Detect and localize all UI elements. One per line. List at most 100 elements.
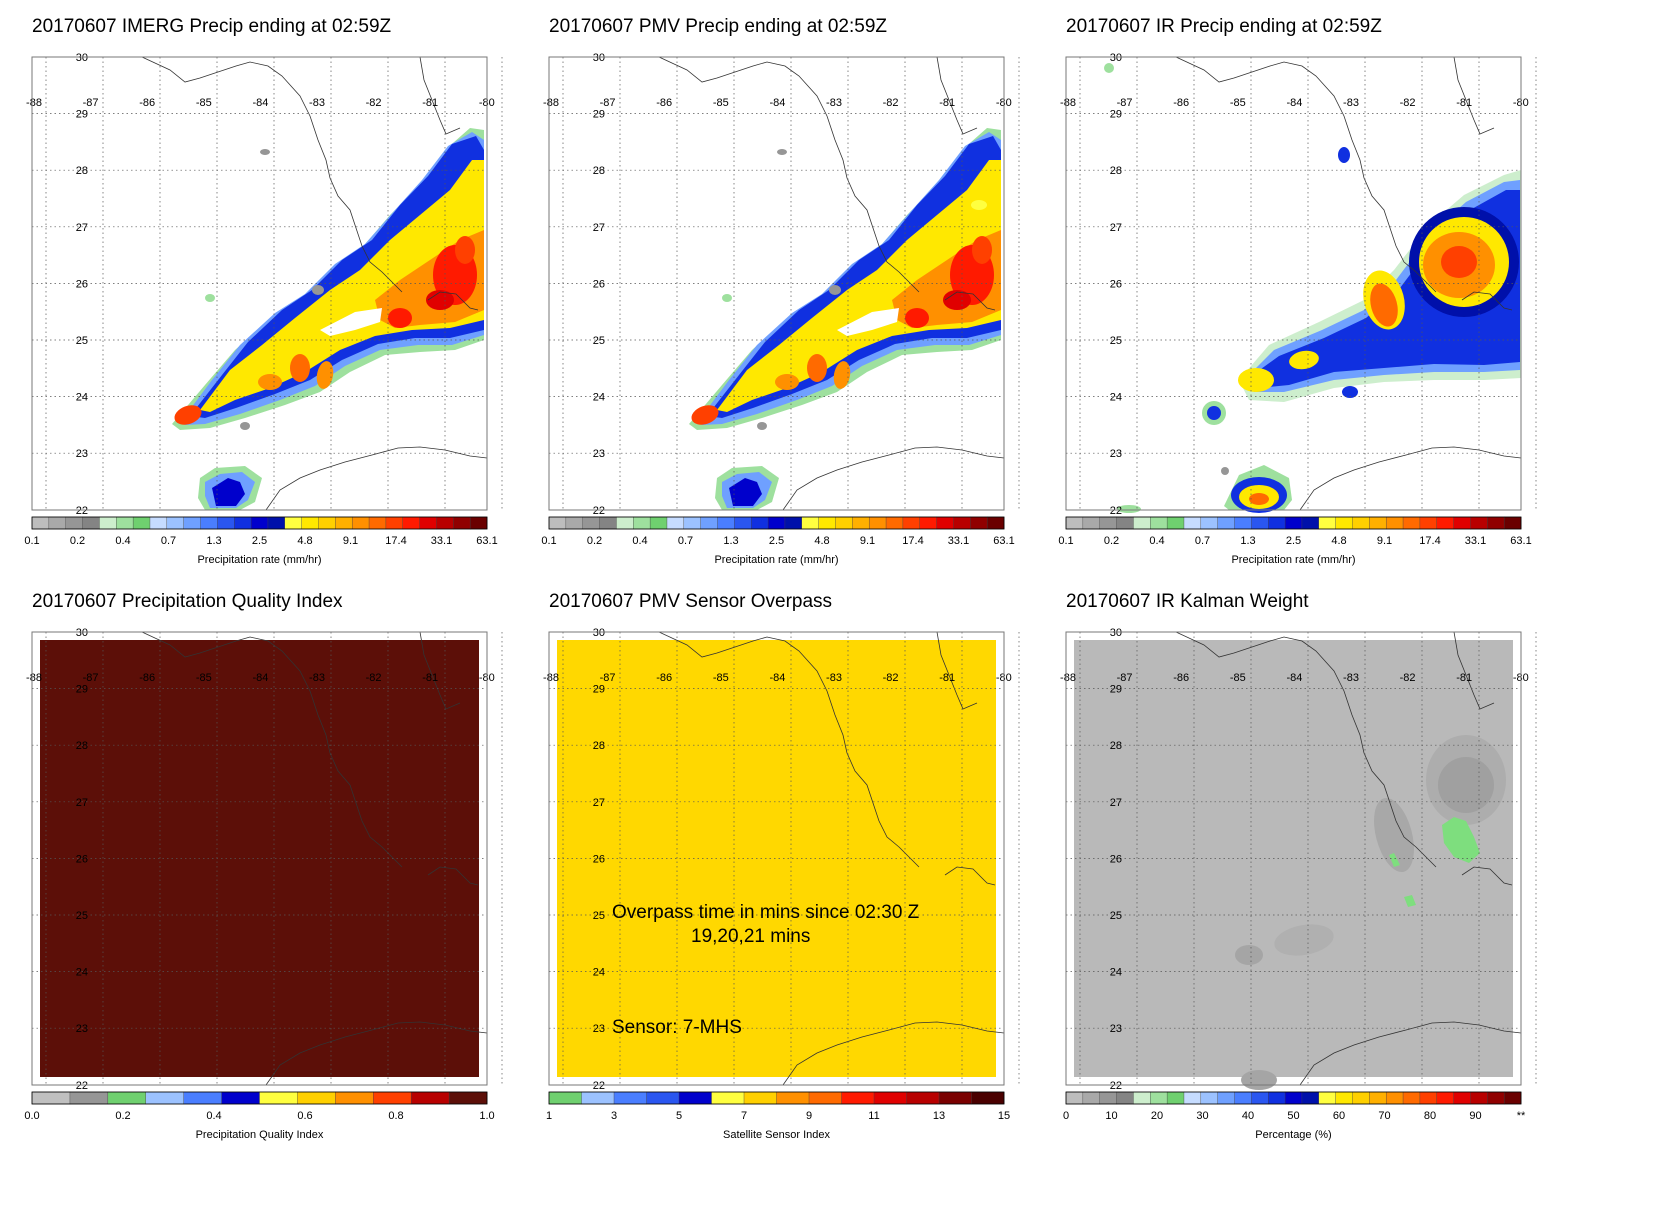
colorbar-frame <box>31 1091 488 1105</box>
lon-label: -83 <box>309 97 325 109</box>
precip-cell-red <box>388 308 412 328</box>
colorbar-cell <box>368 516 387 530</box>
map-imerg: 30 29 28 27 26 25 24 23 22 -88 -87 -86 -85 -84 -83 -82 -… <box>24 52 503 566</box>
colorbar-tick-label: 9.1 <box>343 535 358 547</box>
colorbar-cell <box>1453 516 1471 530</box>
coastline-cuba <box>265 446 488 511</box>
colorbar-cell <box>841 1091 875 1105</box>
lat-label: 28 <box>1110 165 1122 177</box>
colorbar-tick-label: 0.1 <box>541 535 556 547</box>
panel-title: 20170607 IMERG Precip ending at 02:59Z <box>32 16 392 37</box>
colorbar-tick-label: 0.2 <box>587 535 602 547</box>
colorbar-tick-label: 50 <box>1287 1110 1299 1122</box>
colorbar-tick-label: 4.8 <box>814 535 829 547</box>
colorbar-cell <box>1268 516 1286 530</box>
lat-label: 28 <box>76 165 88 177</box>
colorbar-cell <box>1251 1091 1269 1105</box>
colorbar-tick-label: 17.4 <box>385 535 406 547</box>
ir-speck <box>1221 467 1229 475</box>
coastline-florida <box>658 631 996 886</box>
lat-label: 30 <box>593 627 605 639</box>
lon-label: -87 <box>1117 97 1133 109</box>
lat-label: 25 <box>1110 335 1122 347</box>
colorbar-cell <box>335 1091 374 1105</box>
colorbar-cell <box>734 516 752 530</box>
colorbar-cell <box>885 516 904 530</box>
colorbar-cell <box>1183 1091 1202 1105</box>
ir-cell-yellow <box>1289 350 1319 370</box>
precip-field <box>172 128 484 510</box>
colorbar-cell <box>683 516 702 530</box>
lat-label: 22 <box>593 1080 605 1092</box>
colorbar-cell <box>784 516 803 530</box>
colorbar-cell <box>1234 1091 1252 1105</box>
colorbar-tick-label: 0.7 <box>161 535 176 547</box>
lat-label: 25 <box>593 335 605 347</box>
lon-label: -82 <box>366 97 382 109</box>
colorbar-title: Satellite Sensor Index <box>723 1129 831 1141</box>
colorbar-tick-label: 63.1 <box>1510 535 1531 547</box>
colorbar-tick-label: 15 <box>998 1110 1010 1122</box>
precip-cell-red <box>174 405 202 425</box>
lat-label: 27 <box>593 797 605 809</box>
colorbar-cell <box>1301 516 1320 530</box>
lon-label: -86 <box>1173 672 1189 684</box>
colorbar-cell <box>1099 1091 1118 1105</box>
colorbar-cell <box>548 1091 582 1105</box>
lat-label: 23 <box>76 1023 88 1035</box>
colorbar-cell <box>581 1091 615 1105</box>
colorbar-cell <box>1352 516 1370 530</box>
colorbar-cell <box>767 516 786 530</box>
colorbar-cell <box>436 516 454 530</box>
coastline-florida <box>658 56 996 311</box>
kalman-gray-patch <box>1274 924 1334 956</box>
colorbar-cell <box>1385 516 1404 530</box>
precip-speck <box>757 422 767 430</box>
colorbar-cell <box>1453 1091 1471 1105</box>
ir-cell-blue <box>1207 406 1221 420</box>
precip-speck <box>240 422 250 430</box>
lat-label: 30 <box>1110 52 1122 64</box>
colorbar-cell <box>297 1091 336 1105</box>
colorbar-tick-label: 0.1 <box>24 535 39 547</box>
ir-cell-yellow <box>1238 368 1274 392</box>
lat-label: 30 <box>76 52 88 64</box>
lat-label: 23 <box>1110 448 1122 460</box>
lon-label: -81 <box>939 97 955 109</box>
colorbar-tick-label: 20 <box>1151 1110 1163 1122</box>
kalman-green-patch <box>1442 817 1480 863</box>
colorbar-cell <box>970 516 988 530</box>
lat-label: 24 <box>593 392 605 404</box>
colorbar-cell <box>250 516 269 530</box>
colorbar-cell <box>65 516 84 530</box>
colorbar-tick-label: 0.6 <box>297 1110 312 1122</box>
colorbar-cell <box>1487 516 1505 530</box>
colorbar-cell <box>1116 1091 1134 1105</box>
colorbar-tick-label: 33.1 <box>1465 535 1486 547</box>
colorbar-cell <box>1470 1091 1488 1105</box>
precip-cell-red <box>426 290 454 310</box>
colorbar-cell <box>1200 516 1219 530</box>
map-ir: 30 29 28 27 26 25 24 23 22 -88 -87 -86 -85 -84 -83 -82 -… <box>1058 52 1537 566</box>
colorbar-tick-label: 2.5 <box>1286 535 1301 547</box>
lat-label: 28 <box>593 165 605 177</box>
colorbar-tick-label: 17.4 <box>902 535 923 547</box>
colorbar-tick-label: ** <box>1517 1110 1526 1122</box>
kalman-gray-patch <box>1241 1070 1277 1090</box>
lat-label: 22 <box>1110 1080 1122 1092</box>
colorbar-cell <box>633 516 651 530</box>
colorbar-tick-label: 9 <box>806 1110 812 1122</box>
colorbar-cell <box>1284 516 1303 530</box>
colorbar-cell <box>259 1091 298 1105</box>
colorbar-cell <box>1251 516 1269 530</box>
colorbar-cell <box>1183 516 1202 530</box>
panel-pmv: 20170607 PMV Precip ending at 02:59Z 30 2… <box>517 0 1068 606</box>
colorbar-cell <box>1200 1091 1219 1105</box>
lon-label: -82 <box>366 672 382 684</box>
colorbar-tick-label: 9.1 <box>1377 535 1392 547</box>
colorbar-cell <box>200 516 218 530</box>
lat-label: 26 <box>76 278 88 290</box>
panel-ir: 20170607 IR Precip ending at 02:59Z 30 29… <box>1034 0 1585 606</box>
colorbar-cell <box>873 1091 907 1105</box>
lat-label: 28 <box>1110 740 1122 752</box>
